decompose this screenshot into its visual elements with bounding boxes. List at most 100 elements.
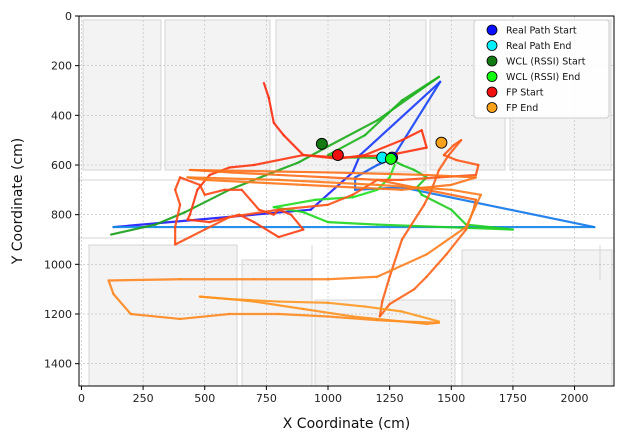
path-segment [420, 129, 428, 149]
path-segment [425, 173, 478, 179]
path-segment [228, 208, 280, 219]
path-segment [302, 211, 330, 224]
y-axis-label: Y Coordinate (cm) [10, 138, 26, 265]
path-segment [188, 168, 330, 174]
path-segment [112, 293, 132, 316]
path-segment [326, 275, 379, 281]
path-segment [228, 297, 280, 303]
path-segment [450, 188, 482, 196]
path-segment [425, 188, 478, 201]
path-segment [252, 300, 305, 311]
path-segment [277, 173, 330, 179]
path-segment [252, 153, 305, 167]
path-segment [400, 163, 416, 172]
path-segment [107, 279, 115, 296]
path-segment [400, 75, 441, 102]
path-segment [186, 176, 280, 181]
path-segment [363, 139, 404, 157]
y-tick-label: 600 [51, 159, 72, 172]
x-tick-label: 250 [133, 392, 154, 405]
y-tick-label: 0 [65, 10, 72, 23]
y-tick-label: 400 [51, 109, 72, 122]
legend-marker [486, 102, 498, 113]
path-segment [420, 193, 453, 211]
path-segment [178, 176, 201, 186]
path-segment [282, 134, 305, 157]
path-segment [277, 203, 330, 211]
path-segment [107, 278, 182, 282]
legend-box [473, 19, 610, 119]
path-segment [447, 139, 463, 157]
path-segment [174, 228, 206, 246]
marker-fp-end [435, 136, 448, 149]
path-segment [277, 228, 305, 239]
axes-frame [78, 15, 615, 387]
path-segment [464, 193, 482, 229]
path-segment [198, 183, 206, 196]
marker-wcl-rssi-end [384, 152, 397, 165]
path-segment [376, 223, 515, 231]
path-segment [302, 153, 339, 160]
path-segment [228, 171, 280, 177]
path-segment [326, 193, 354, 206]
legend-marker [486, 24, 498, 36]
path-segment [354, 163, 379, 179]
path-segment [277, 300, 330, 304]
path-segment [455, 158, 480, 167]
path-segment [186, 218, 211, 224]
y-tick-label: 200 [51, 60, 72, 73]
x-tick-label: 0 [78, 392, 85, 405]
series-fp [107, 81, 482, 326]
path-segment [400, 176, 441, 181]
path-segment [442, 144, 455, 157]
x-tick-label: 750 [256, 392, 277, 405]
legend-label: FP End [506, 103, 538, 114]
path-segment [198, 295, 231, 301]
path-segment [203, 216, 231, 231]
path-segment [109, 223, 157, 236]
path-segment [326, 301, 367, 308]
legend-label: Real Path Start [506, 26, 577, 37]
path-segment [272, 198, 317, 209]
path-segment [425, 253, 448, 278]
legend-marker [486, 86, 498, 98]
path-segment [252, 221, 280, 239]
path-segment [445, 228, 468, 256]
path-segment [423, 188, 433, 206]
x-tick-label: 1750 [499, 392, 527, 405]
path-segment [174, 203, 182, 229]
y-tick-label: 1400 [44, 358, 72, 371]
path-segment [228, 163, 256, 169]
path-segment [277, 178, 379, 186]
y-tick-label: 1200 [44, 308, 72, 321]
path-segment [442, 153, 458, 162]
marker-fp-start [331, 149, 344, 162]
path-segment [450, 176, 478, 186]
path-segment [265, 161, 300, 177]
path-segment [178, 312, 231, 321]
path-segment [262, 81, 270, 100]
path-segment [376, 253, 428, 278]
path-segment [302, 183, 354, 189]
path-segment [400, 129, 423, 142]
legend-marker [486, 55, 498, 67]
path-segment [400, 186, 596, 229]
path-segment [326, 221, 379, 226]
path-segment [154, 211, 187, 226]
path-segment [112, 208, 312, 229]
path-segment [351, 188, 379, 199]
x-tick-label: 2000 [561, 392, 589, 405]
legend-label: WCL (RSSI) Start [506, 57, 586, 68]
path-segment [326, 171, 428, 177]
path-segment [450, 208, 468, 226]
path-segment [277, 312, 330, 318]
path-segment [351, 315, 404, 323]
path-segment [388, 163, 396, 179]
legend-label: Real Path End [506, 41, 571, 52]
y-tick-label: 1000 [44, 258, 72, 271]
path-segment [129, 312, 182, 321]
path-segment [413, 275, 428, 291]
series-layer [107, 75, 596, 326]
path-segment [400, 310, 441, 323]
